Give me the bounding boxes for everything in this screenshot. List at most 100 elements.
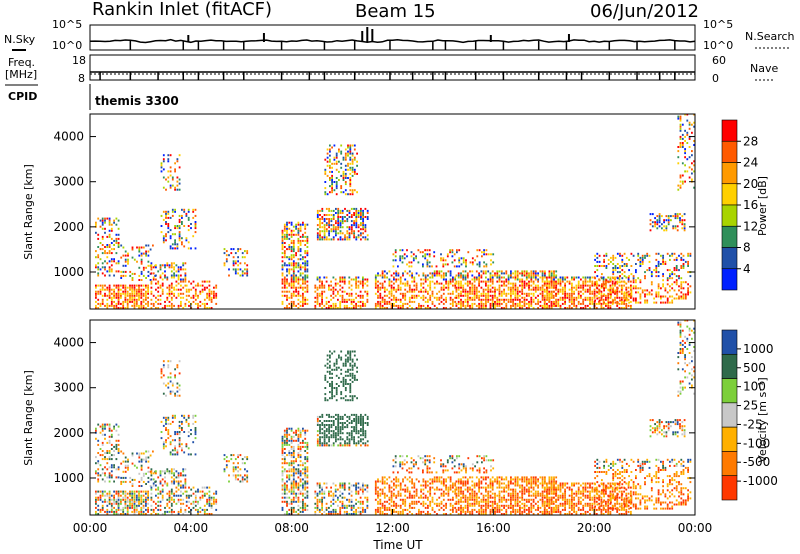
power-cell — [281, 246, 284, 248]
power-cell — [490, 259, 492, 262]
power-cell — [530, 292, 533, 295]
power-cell — [286, 231, 288, 234]
power-cell — [286, 256, 288, 259]
power-cell — [415, 288, 418, 291]
power-cell — [115, 284, 118, 287]
power-ylabel: Slant Range [km] — [22, 164, 35, 260]
power-cell — [644, 293, 646, 296]
power-cell — [420, 284, 422, 287]
velocity-cell — [297, 454, 300, 457]
power-cell — [344, 177, 347, 179]
power-cell — [510, 290, 512, 293]
power-cell — [357, 236, 360, 239]
power-cell — [466, 274, 469, 277]
velocity-cell — [304, 496, 307, 499]
power-cell — [589, 298, 591, 301]
velocity-cell — [138, 513, 140, 515]
power-cell — [173, 268, 175, 271]
velocity-cell — [215, 508, 218, 511]
velocity-cell — [283, 486, 286, 489]
velocity-cell — [295, 510, 297, 513]
velocity-cell — [173, 494, 175, 497]
power-cell — [519, 304, 521, 307]
power-cell — [383, 276, 386, 279]
power-cell — [516, 292, 519, 295]
power-cell — [586, 290, 589, 293]
power-cell — [471, 298, 474, 301]
power-cell — [281, 260, 284, 263]
power-cell — [644, 256, 646, 259]
velocity-cell — [122, 513, 125, 515]
velocity-cell — [288, 433, 291, 436]
power-cell — [525, 294, 528, 297]
velocity-cell — [155, 472, 157, 475]
power-cell — [514, 284, 517, 287]
power-cell — [609, 296, 612, 299]
power-cell — [682, 258, 685, 261]
power-cell — [467, 251, 470, 254]
power-cell — [693, 164, 695, 167]
power-cell — [561, 288, 564, 291]
power-cell — [323, 304, 326, 307]
power-cell — [618, 278, 621, 281]
power-cell — [244, 262, 246, 265]
power-cell — [99, 225, 102, 228]
power-cell — [514, 274, 517, 277]
power-cell — [541, 276, 544, 279]
power-cell — [669, 277, 671, 280]
power-cell — [427, 300, 429, 303]
power-cell — [174, 188, 176, 191]
velocity-cell — [318, 486, 321, 489]
velocity-cell — [290, 488, 293, 491]
velocity-cell — [174, 433, 176, 436]
power-cell — [350, 278, 353, 281]
power-cell — [131, 288, 134, 291]
power-cell — [589, 292, 591, 295]
velocity-cell — [314, 502, 317, 505]
power-cell — [521, 274, 524, 277]
power-cell — [462, 259, 465, 262]
power-cell — [101, 300, 104, 303]
power-cell — [616, 281, 619, 284]
velocity-cell — [166, 468, 169, 471]
velocity-cell — [183, 416, 186, 419]
power-cell — [473, 286, 476, 289]
velocity-cell — [316, 484, 319, 487]
power-cell — [295, 304, 297, 307]
velocity-cell — [288, 476, 291, 479]
power-cell — [675, 293, 678, 296]
power-cell — [462, 284, 465, 287]
power-cell — [489, 276, 492, 279]
power-cell — [483, 249, 485, 252]
power-cell — [157, 290, 160, 293]
velocity-cell — [167, 360, 170, 363]
velocity-cell — [288, 439, 291, 442]
velocity-cell — [208, 486, 211, 489]
power-cell — [523, 302, 526, 305]
power-cell — [357, 226, 360, 229]
velocity-cell — [162, 447, 165, 450]
power-cell — [283, 256, 286, 259]
power-cell — [548, 298, 551, 301]
power-cell — [546, 280, 549, 283]
power-cell — [353, 148, 356, 151]
power-cell — [113, 288, 115, 291]
power-cell — [628, 301, 630, 304]
power-cell — [346, 226, 349, 229]
power-cell — [150, 262, 153, 265]
velocity-cell — [155, 502, 157, 505]
velocity-cell — [95, 500, 97, 503]
power-cell — [679, 144, 682, 146]
velocity-cell — [288, 462, 291, 465]
velocity-cell — [299, 506, 302, 509]
power-cell — [582, 307, 585, 309]
power-cell — [601, 265, 603, 267]
velocity-cell — [168, 490, 171, 493]
power-cell — [355, 238, 358, 241]
power-cell — [510, 286, 512, 289]
power-cell — [657, 271, 660, 274]
velocity-cell — [194, 453, 197, 456]
colorbar-tick-label: 20 — [743, 177, 758, 191]
power-cell — [117, 246, 120, 248]
velocity-cell — [104, 500, 106, 503]
